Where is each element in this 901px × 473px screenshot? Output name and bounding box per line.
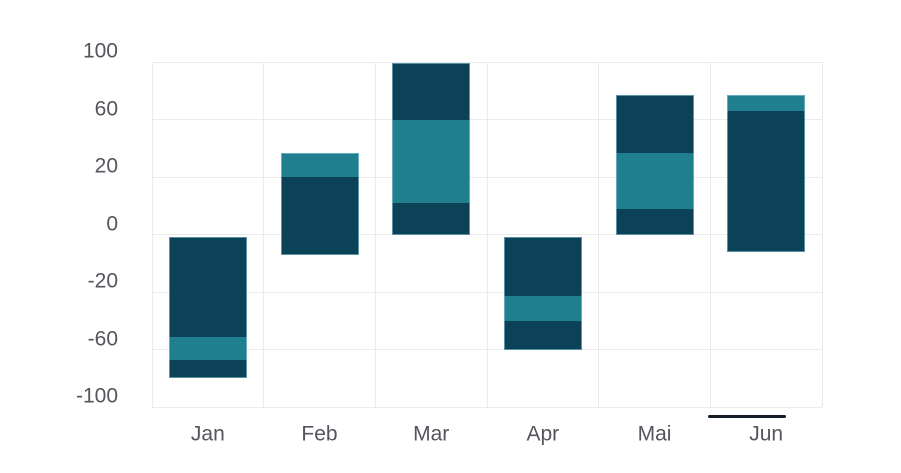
bar-segment-dark (280, 177, 359, 255)
y-axis-tick-label: 0 (106, 212, 118, 235)
y-axis-tick-label: -20 (87, 269, 118, 293)
x-axis-category-label: Mar (413, 422, 450, 446)
bar-segment-dark (168, 237, 247, 337)
bar-outline (168, 237, 247, 379)
x-axis-category-label: Feb (301, 422, 338, 446)
bar-outline (727, 95, 806, 252)
bar-segment-teal (392, 119, 471, 203)
vertical-gridline (821, 62, 823, 407)
bar-segment-dark (727, 110, 806, 252)
bar-segment-dark (168, 359, 247, 379)
bar-segment-dark (503, 320, 582, 350)
y-axis-tick-label: 20 (94, 154, 118, 178)
vertical-gridline (263, 62, 265, 407)
vertical-gridline (486, 62, 488, 407)
bar-segment-teal (280, 152, 359, 177)
bar-outline (615, 95, 694, 235)
vertical-gridline (709, 62, 711, 407)
bar-segment-dark (392, 202, 471, 235)
bar-segment-dark (615, 208, 694, 235)
vertical-gridline (598, 62, 600, 407)
vertical-gridline (151, 62, 153, 407)
y-axis-tick-label: -100 (75, 384, 118, 408)
y-axis-tick-label: 100 (82, 39, 118, 63)
bar-segment-dark (615, 95, 694, 153)
x-axis-category-label: Jun (749, 422, 784, 446)
y-axis-tick-label: 60 (94, 97, 118, 120)
vertical-gridline (374, 62, 376, 407)
scrollbar-thumb[interactable] (708, 415, 787, 418)
bar-segment-teal (168, 336, 247, 360)
bar-segment-teal (615, 152, 694, 209)
x-axis-category-label: Apr (526, 422, 560, 446)
x-axis-category-label: Jan (190, 422, 225, 446)
bar-outline (503, 237, 582, 350)
bar-segment-teal (727, 95, 806, 111)
bar-outline (392, 63, 471, 235)
y-axis-tick-label: -60 (87, 327, 118, 350)
bar-outline (280, 152, 359, 255)
bar-segment-dark (503, 237, 582, 297)
x-axis-category-label: Mai (637, 422, 672, 446)
bar-segment-teal (503, 296, 582, 321)
bar-segment-dark (392, 63, 471, 120)
horizontal-gridline (152, 406, 822, 408)
